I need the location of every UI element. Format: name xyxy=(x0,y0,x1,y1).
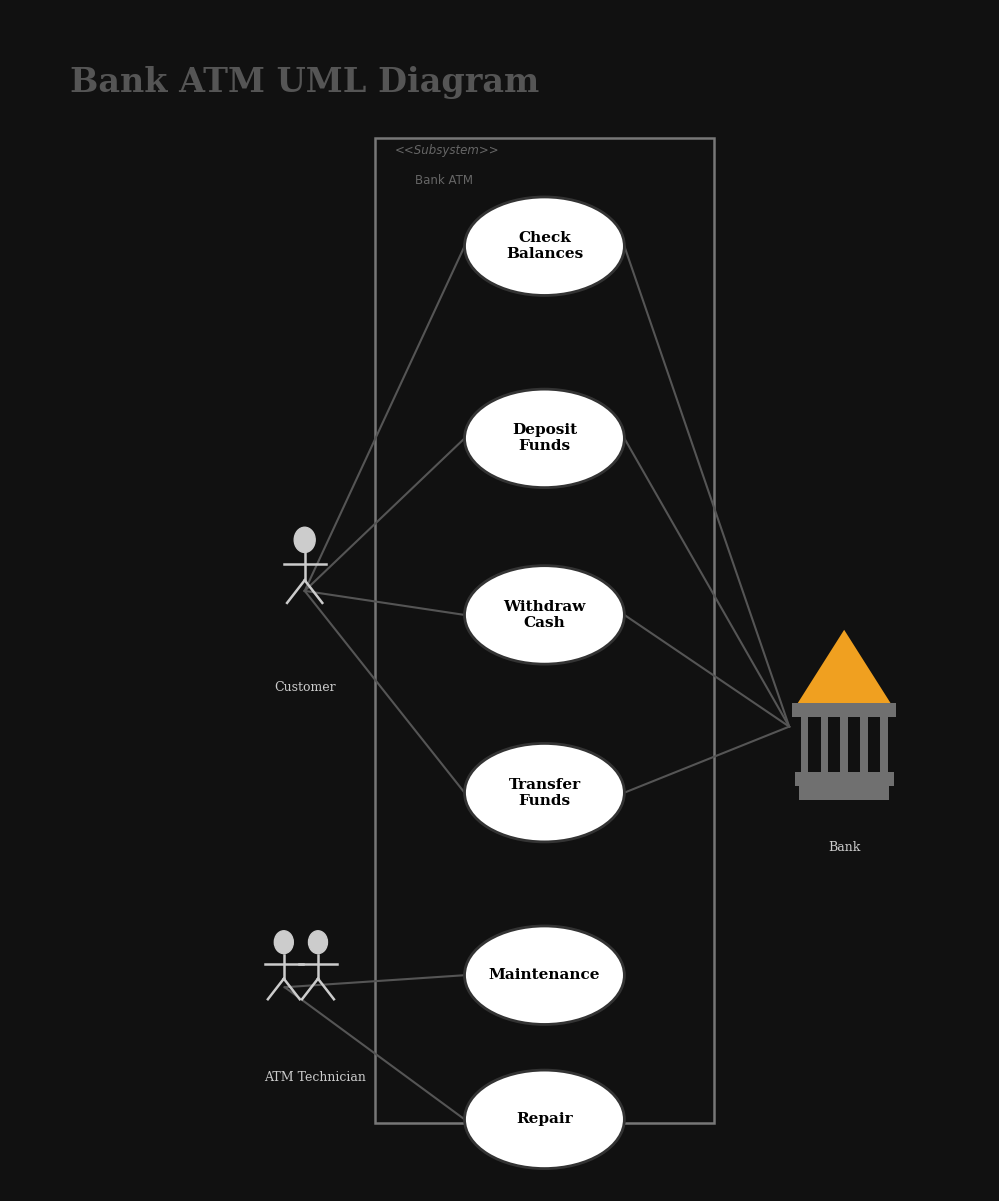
Text: Deposit
Funds: Deposit Funds xyxy=(511,423,577,454)
Text: Repair: Repair xyxy=(516,1112,572,1127)
Ellipse shape xyxy=(465,1070,624,1169)
Bar xyxy=(799,785,889,800)
Bar xyxy=(375,138,714,1123)
Circle shape xyxy=(309,931,328,954)
Bar xyxy=(820,715,828,777)
Text: <<Subsystem>>: <<Subsystem>> xyxy=(395,144,500,157)
Bar xyxy=(795,772,893,785)
Bar xyxy=(801,715,808,777)
Bar xyxy=(860,715,868,777)
Bar xyxy=(880,715,887,777)
Text: Check
Balances: Check Balances xyxy=(505,231,583,262)
Ellipse shape xyxy=(465,743,624,842)
Text: Bank: Bank xyxy=(828,841,860,854)
Text: Bank ATM: Bank ATM xyxy=(415,174,473,187)
Text: Transfer
Funds: Transfer Funds xyxy=(508,777,580,808)
Ellipse shape xyxy=(465,389,624,488)
Ellipse shape xyxy=(465,566,624,664)
Bar xyxy=(840,715,848,777)
Text: Maintenance: Maintenance xyxy=(489,968,600,982)
Circle shape xyxy=(275,931,294,954)
Circle shape xyxy=(294,527,316,552)
Text: Bank ATM UML Diagram: Bank ATM UML Diagram xyxy=(70,66,539,98)
Text: ATM Technician: ATM Technician xyxy=(264,1071,366,1085)
Text: Withdraw
Cash: Withdraw Cash xyxy=(503,599,585,631)
Ellipse shape xyxy=(465,926,624,1024)
Polygon shape xyxy=(795,629,893,707)
Text: Customer: Customer xyxy=(274,681,336,694)
Ellipse shape xyxy=(465,197,624,295)
Bar xyxy=(792,704,896,717)
